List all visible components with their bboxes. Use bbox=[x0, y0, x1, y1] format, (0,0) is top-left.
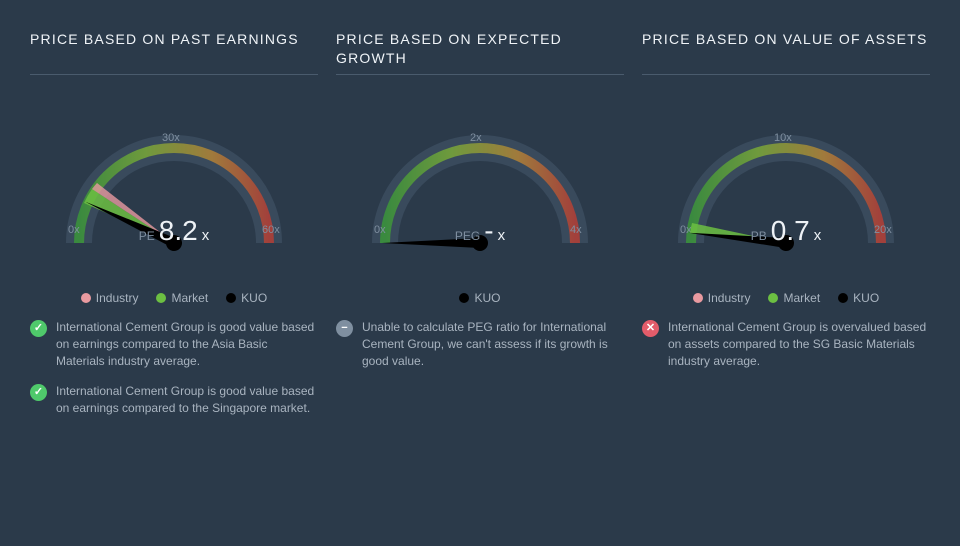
metric-label: PB bbox=[751, 229, 767, 243]
panel-title: PRICE BASED ON PAST EARNINGS bbox=[30, 30, 318, 68]
points-list: − Unable to calculate PEG ratio for Inte… bbox=[336, 319, 624, 369]
check-icon: ✓ bbox=[30, 320, 47, 337]
metric-value-row: PE 8.2 x bbox=[30, 215, 318, 247]
svg-text:10x: 10x bbox=[774, 132, 792, 144]
legend-item: KUO bbox=[226, 291, 267, 305]
points-list: ✓ International Cement Group is good val… bbox=[30, 319, 318, 417]
point-text: International Cement Group is overvalued… bbox=[668, 319, 930, 369]
panel-rule bbox=[642, 74, 930, 75]
panel-title: PRICE BASED ON EXPECTED GROWTH bbox=[336, 30, 624, 68]
point-item: ✓ International Cement Group is good val… bbox=[30, 383, 318, 417]
legend-item: Market bbox=[156, 291, 208, 305]
legend: Industry Market KUO bbox=[30, 291, 318, 305]
metric-value-row: PEG - x bbox=[336, 215, 624, 247]
metric-value: - bbox=[484, 215, 493, 247]
legend: Industry Market KUO bbox=[642, 291, 930, 305]
swatch-kuo bbox=[459, 293, 469, 303]
panel-peg: PRICE BASED ON EXPECTED GROWTH 0x 2x 4x bbox=[336, 30, 624, 417]
legend: KUO bbox=[336, 291, 624, 305]
point-text: Unable to calculate PEG ratio for Intern… bbox=[362, 319, 624, 369]
panel-rule bbox=[30, 74, 318, 75]
panel-pb: PRICE BASED ON VALUE OF ASSETS 0x 10x 20… bbox=[642, 30, 930, 417]
cross-icon: ✕ bbox=[642, 320, 659, 337]
legend-item: Industry bbox=[693, 291, 751, 305]
svg-text:30x: 30x bbox=[162, 132, 180, 144]
gauge-peg: 0x 2x 4x PEG - x bbox=[336, 93, 624, 293]
legend-item: Market bbox=[768, 291, 820, 305]
svg-text:2x: 2x bbox=[470, 132, 482, 144]
gauge-pe: 0x 30x 60x PE 8.2 x bbox=[30, 93, 318, 293]
swatch-kuo bbox=[226, 293, 236, 303]
metric-value: 8.2 bbox=[159, 215, 198, 247]
point-text: International Cement Group is good value… bbox=[56, 383, 318, 417]
metric-suffix: x bbox=[202, 227, 210, 244]
legend-item: Industry bbox=[81, 291, 139, 305]
point-item: ✕ International Cement Group is overvalu… bbox=[642, 319, 930, 369]
gauge-pb: 0x 10x 20x PB 0.7 x bbox=[642, 93, 930, 293]
panel-pe: PRICE BASED ON PAST EARNINGS 0x 30x 60x bbox=[30, 30, 318, 417]
metric-suffix: x bbox=[814, 227, 822, 244]
legend-item: KUO bbox=[838, 291, 879, 305]
panel-rule bbox=[336, 74, 624, 75]
panels-row: PRICE BASED ON PAST EARNINGS 0x 30x 60x bbox=[0, 0, 960, 437]
swatch-industry bbox=[693, 293, 703, 303]
panel-title: PRICE BASED ON VALUE OF ASSETS bbox=[642, 30, 930, 68]
check-icon: ✓ bbox=[30, 384, 47, 401]
swatch-market bbox=[768, 293, 778, 303]
point-item: ✓ International Cement Group is good val… bbox=[30, 319, 318, 369]
legend-item: KUO bbox=[459, 291, 500, 305]
swatch-kuo bbox=[838, 293, 848, 303]
swatch-industry bbox=[81, 293, 91, 303]
metric-suffix: x bbox=[498, 227, 506, 244]
metric-label: PEG bbox=[455, 229, 480, 243]
metric-value-row: PB 0.7 x bbox=[642, 215, 930, 247]
point-item: − Unable to calculate PEG ratio for Inte… bbox=[336, 319, 624, 369]
swatch-market bbox=[156, 293, 166, 303]
points-list: ✕ International Cement Group is overvalu… bbox=[642, 319, 930, 369]
minus-icon: − bbox=[336, 320, 353, 337]
metric-label: PE bbox=[139, 229, 155, 243]
metric-value: 0.7 bbox=[771, 215, 810, 247]
point-text: International Cement Group is good value… bbox=[56, 319, 318, 369]
